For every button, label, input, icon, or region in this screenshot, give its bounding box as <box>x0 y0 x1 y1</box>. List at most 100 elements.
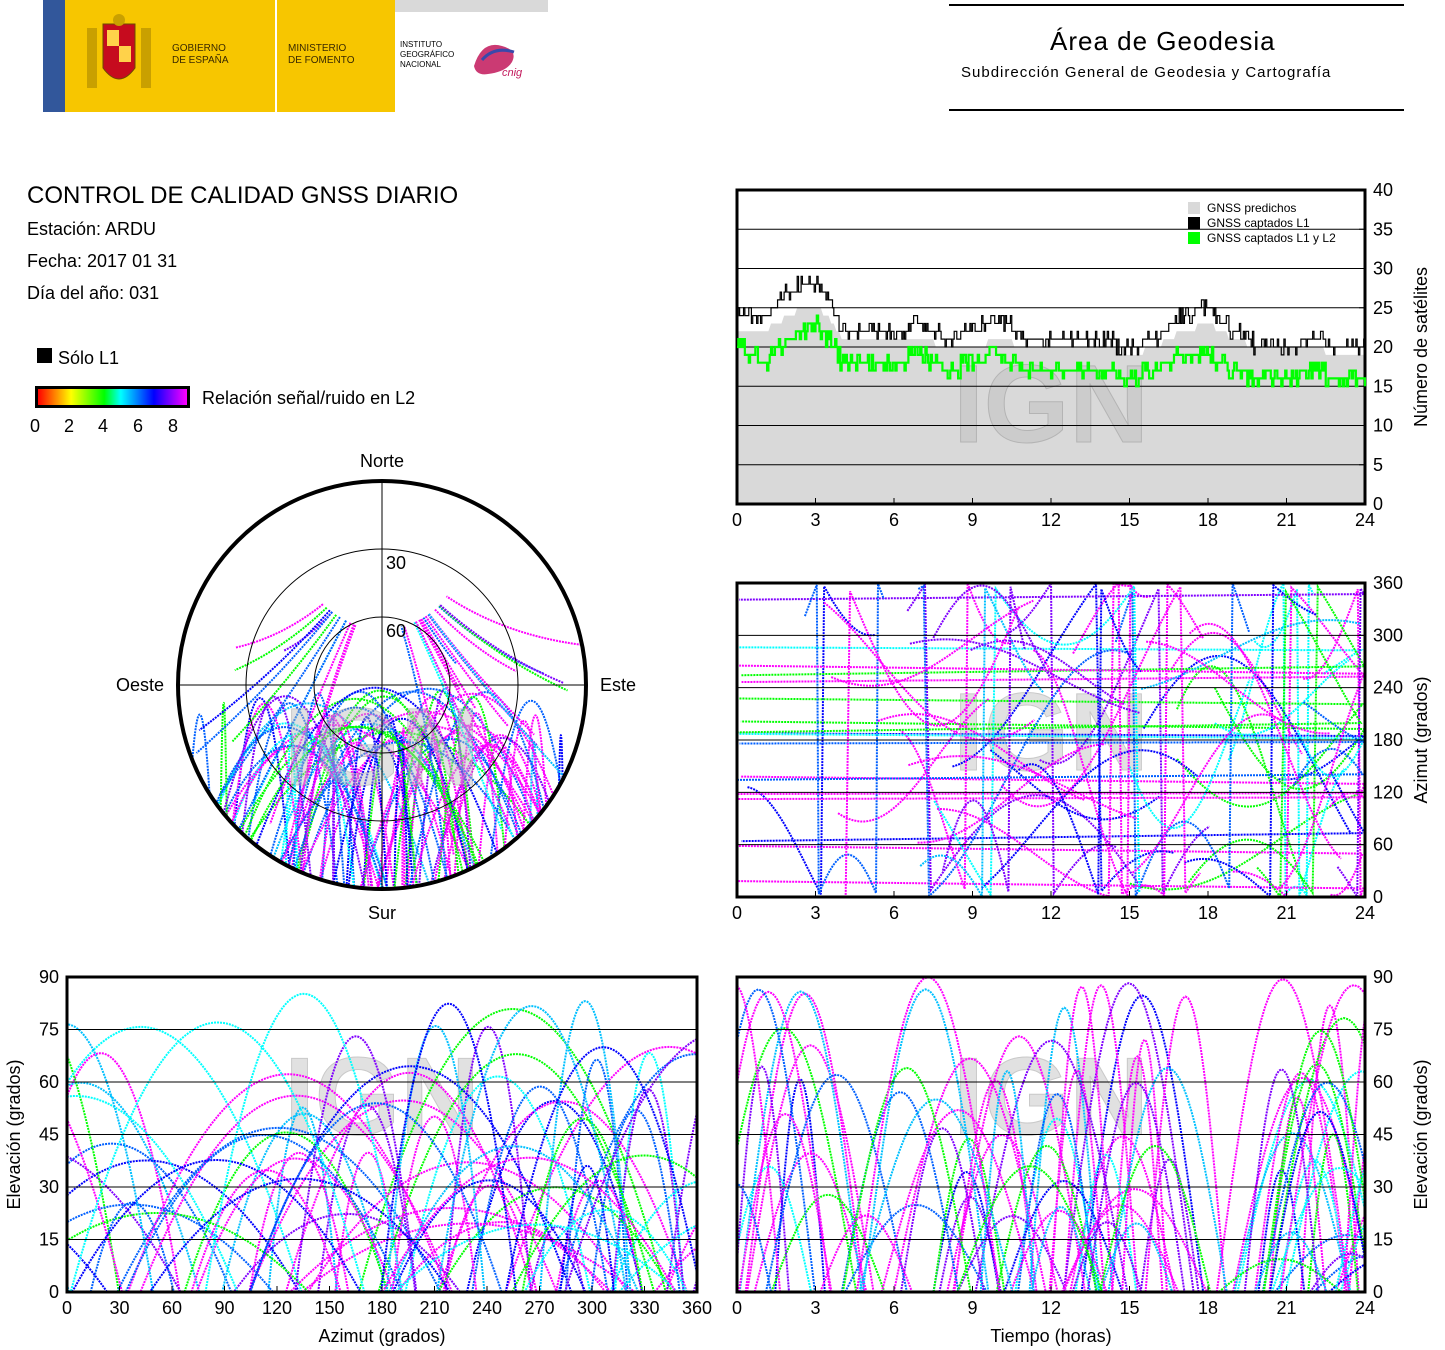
satellite-track <box>979 1070 1035 1292</box>
snr-tick: 2 <box>64 416 75 436</box>
y-tick-label: 30 <box>1373 259 1393 279</box>
satellite-track <box>248 1152 350 1292</box>
satellite-track <box>1039 588 1211 895</box>
y-tick-label: 15 <box>1373 376 1393 396</box>
satellite-track <box>909 638 1141 714</box>
snr-ticks: 0 2 4 6 8 <box>30 416 195 436</box>
satellite-track <box>1328 1263 1365 1292</box>
satellite-track <box>908 755 1137 820</box>
satellite-track <box>1072 583 1205 897</box>
y-tick-label: 0 <box>1373 887 1383 907</box>
satellite-track <box>917 584 1133 897</box>
satellite-track <box>190 1169 342 1292</box>
plot-border <box>735 975 1367 1294</box>
satellite-track <box>555 1180 643 1292</box>
y-tick-label: 60 <box>1373 1072 1393 1092</box>
satellite-track <box>841 1066 972 1292</box>
satellite-track <box>67 1211 310 1292</box>
satellite-track <box>317 1104 417 1292</box>
y-axis-label: Número de satélites <box>1411 267 1431 427</box>
legend-label: GNSS captados L1 y L2 <box>1207 231 1336 245</box>
satellite-track <box>737 747 1365 787</box>
y-tick-label: 180 <box>1373 730 1403 750</box>
x-tick-label: 0 <box>732 510 742 530</box>
satellite-track <box>345 715 388 889</box>
x-tick-label: 15 <box>1119 1298 1139 1318</box>
satellite-track <box>892 1057 1047 1292</box>
y-axis-label: Azimut (grados) <box>1411 676 1431 803</box>
satellite-track <box>741 583 1365 896</box>
satellite-track <box>1268 1096 1327 1292</box>
satellite-track <box>747 583 876 895</box>
satellite-track <box>204 992 404 1292</box>
x-tick-label: 240 <box>472 1298 502 1318</box>
satellite-track <box>1347 1138 1365 1292</box>
y-tick-label: 5 <box>1373 455 1383 475</box>
satellite-track <box>1243 1068 1320 1292</box>
satellite-track <box>124 1134 403 1292</box>
y-tick-label: 360 <box>1373 575 1403 593</box>
x-tick-label: 21 <box>1276 510 1296 530</box>
satellite-track <box>1232 1076 1365 1292</box>
satellite-track <box>437 1100 688 1292</box>
satellite-track <box>249 1102 503 1292</box>
satellite-track <box>995 1144 1098 1292</box>
cnig-label: cnig <box>502 67 523 79</box>
y-axis-label: Elevación (grados) <box>4 1059 24 1209</box>
x-tick-label: 12 <box>1041 903 1061 923</box>
x-tick-label: 21 <box>1276 903 1296 923</box>
satellite-track <box>341 481 511 827</box>
satellite-track <box>307 1161 628 1292</box>
y-tick-label: 0 <box>1373 494 1383 514</box>
satellite-track <box>1009 1209 1108 1292</box>
satellite-track <box>385 1024 486 1292</box>
satellite-track <box>746 1044 875 1292</box>
sky-border <box>176 479 588 891</box>
gobierno-logo-block: GOBIERNO DE ESPAÑA <box>65 0 275 112</box>
satellite-track <box>970 639 1126 706</box>
satellite-track <box>392 1179 587 1292</box>
satellite-track <box>1334 1162 1365 1292</box>
satellite-track <box>989 749 1160 821</box>
satellite-track <box>737 1113 833 1292</box>
snr-tick: 8 <box>168 416 179 436</box>
satellite-track <box>1129 793 1360 891</box>
satellite-track <box>1028 1006 1101 1292</box>
satellite-track <box>738 588 1365 897</box>
satellite-track <box>737 990 832 1292</box>
x-tick-label: 6 <box>889 903 899 923</box>
satellite-track <box>1017 588 1142 895</box>
ign-watermark: IGN <box>953 1036 1149 1159</box>
x-tick-label: 15 <box>1119 510 1139 530</box>
satellite-track <box>1071 1221 1143 1292</box>
satellite-track <box>388 1145 640 1292</box>
satellite-track <box>504 1046 697 1292</box>
satellite-track <box>300 713 374 889</box>
eu-stripe <box>43 0 65 112</box>
satellite-track <box>1003 1179 1124 1292</box>
satellite-track <box>1030 1205 1092 1292</box>
satellite-track <box>1080 994 1205 1292</box>
satellite-track <box>357 1008 667 1292</box>
satellite-track <box>556 734 566 889</box>
satellite-track <box>239 686 511 889</box>
x-tick-label: 60 <box>162 1298 182 1318</box>
satellite-track <box>284 733 299 889</box>
satellite-track <box>187 723 479 889</box>
gobierno-line1: GOBIERNO <box>172 43 226 54</box>
satellite-track <box>738 732 1365 778</box>
y-tick-label: 25 <box>1373 298 1393 318</box>
satellite-track <box>1098 1144 1212 1292</box>
satellite-track <box>1270 1166 1365 1292</box>
satellite-track <box>956 1215 1068 1292</box>
satellite-track <box>362 714 415 889</box>
plot-border <box>65 975 699 1294</box>
satellite-track <box>1343 1010 1365 1292</box>
satellite-track <box>980 749 1197 889</box>
satellite-track <box>1257 1169 1306 1292</box>
satellite-track <box>1268 1016 1365 1292</box>
satellite-track <box>285 1072 534 1292</box>
x-tick-label: 18 <box>1198 1298 1218 1318</box>
x-tick-label: 3 <box>810 903 820 923</box>
satellite-track <box>564 1037 697 1292</box>
